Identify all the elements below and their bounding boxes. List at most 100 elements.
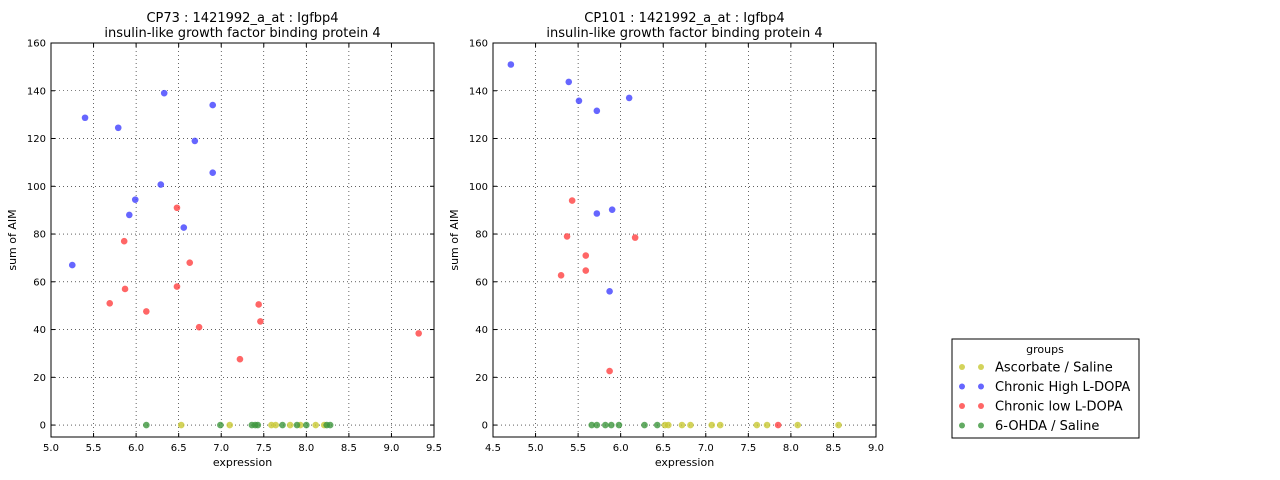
data-point — [143, 421, 150, 429]
x-tick-label: 6.0 — [613, 443, 629, 454]
chart-title: CP73 : 1421992_a_at : Igfbp4 — [146, 11, 338, 26]
chart-subtitle: insulin-like growth factor binding prote… — [546, 26, 822, 41]
data-point — [835, 421, 842, 429]
data-point — [593, 107, 601, 115]
data-point — [286, 421, 294, 429]
legend: groups Ascorbate / Saline Chronic High L-… — [951, 338, 1140, 439]
data-point — [575, 97, 583, 105]
legend-marker — [978, 403, 984, 409]
data-point — [173, 283, 181, 290]
x-axis-label: expression — [655, 456, 714, 469]
data-point — [106, 299, 114, 307]
data-point — [255, 301, 262, 308]
data-point — [121, 285, 129, 293]
y-tick-label: 100 — [27, 182, 46, 193]
x-axis-label: expression — [213, 456, 272, 469]
data-point — [126, 211, 133, 219]
data-point — [81, 114, 89, 122]
x-tick-label: 5.5 — [86, 443, 102, 454]
data-point — [557, 272, 565, 279]
y-tick-label: 140 — [469, 86, 488, 97]
data-point — [774, 421, 782, 429]
legend-label: Chronic low L-DOPA — [995, 400, 1123, 415]
y-tick-label: 100 — [469, 182, 488, 193]
x-tick-label: 5.0 — [43, 443, 59, 454]
x-tick-label: 6.5 — [171, 443, 187, 454]
series-ascorbate-saline — [661, 421, 842, 429]
data-point — [279, 421, 286, 429]
x-tick-label: 6.0 — [128, 443, 144, 454]
series-6-ohda-saline — [143, 421, 334, 429]
data-point — [293, 421, 301, 429]
y-tick-label: 140 — [27, 86, 46, 97]
data-point — [226, 421, 234, 429]
data-point — [131, 196, 139, 203]
data-point — [257, 318, 264, 325]
x-tick-label: 7.5 — [740, 443, 756, 454]
data-point — [593, 421, 601, 429]
y-axis-label: sum of AIM — [448, 209, 461, 270]
legend-marker — [959, 422, 965, 429]
legend-label: Chronic High L-DOPA — [995, 380, 1130, 395]
legend-marker — [959, 403, 965, 409]
x-tick-label: 5.0 — [528, 443, 544, 454]
legend-marker — [959, 364, 965, 370]
data-point — [180, 224, 188, 231]
data-point — [565, 78, 573, 86]
data-point — [195, 323, 203, 331]
series-chronic-low-l-dopa — [557, 197, 782, 429]
series-chronic-high-l-dopa — [507, 61, 633, 295]
y-tick-label: 60 — [33, 277, 46, 288]
data-point — [708, 421, 716, 429]
data-point — [625, 94, 633, 102]
y-tick-label: 60 — [475, 277, 488, 288]
data-point — [653, 421, 661, 429]
data-point — [143, 308, 150, 315]
chart-subtitle: insulin-like growth factor binding prote… — [104, 26, 380, 41]
x-tick-label: 9.5 — [426, 443, 442, 454]
data-point — [678, 421, 686, 429]
y-tick-label: 80 — [475, 230, 488, 241]
data-point — [507, 61, 515, 68]
y-tick-label: 80 — [33, 230, 46, 241]
y-tick-label: 20 — [33, 373, 46, 384]
y-tick-label: 0 — [482, 421, 488, 432]
data-point — [312, 421, 319, 429]
data-point — [209, 169, 217, 176]
data-point — [254, 421, 262, 429]
x-tick-label: 7.0 — [698, 443, 714, 454]
data-point — [68, 261, 76, 269]
data-point — [631, 234, 639, 241]
x-tick-label: 5.5 — [570, 443, 586, 454]
data-point — [665, 421, 672, 429]
x-tick-label: 8.5 — [341, 443, 357, 454]
data-point — [272, 421, 279, 429]
data-point — [753, 421, 761, 429]
legend-entry: Chronic High L-DOPA — [959, 380, 1130, 395]
data-point — [236, 355, 244, 363]
data-point — [608, 421, 615, 429]
y-tick-label: 120 — [27, 134, 46, 145]
data-point — [763, 421, 771, 429]
legend-entry: Ascorbate / Saline — [959, 361, 1113, 376]
data-point — [588, 421, 596, 429]
y-tick-label: 0 — [40, 421, 46, 432]
data-point — [120, 237, 128, 245]
data-point — [217, 421, 224, 429]
plot-frame — [492, 42, 877, 438]
data-point — [602, 421, 609, 429]
data-point — [415, 330, 422, 337]
x-tick-label: 8.5 — [825, 443, 841, 454]
data-point — [563, 233, 571, 240]
data-point — [173, 204, 181, 212]
data-point — [794, 421, 801, 429]
x-tick-label: 7.5 — [256, 443, 272, 454]
legend-label: 6-OHDA / Saline — [995, 419, 1099, 434]
data-point — [326, 421, 334, 429]
y-tick-label: 40 — [475, 325, 488, 336]
data-point — [177, 421, 185, 429]
y-tick-label: 20 — [475, 373, 488, 384]
data-point — [606, 367, 613, 375]
legend-title: groups — [1026, 343, 1064, 356]
